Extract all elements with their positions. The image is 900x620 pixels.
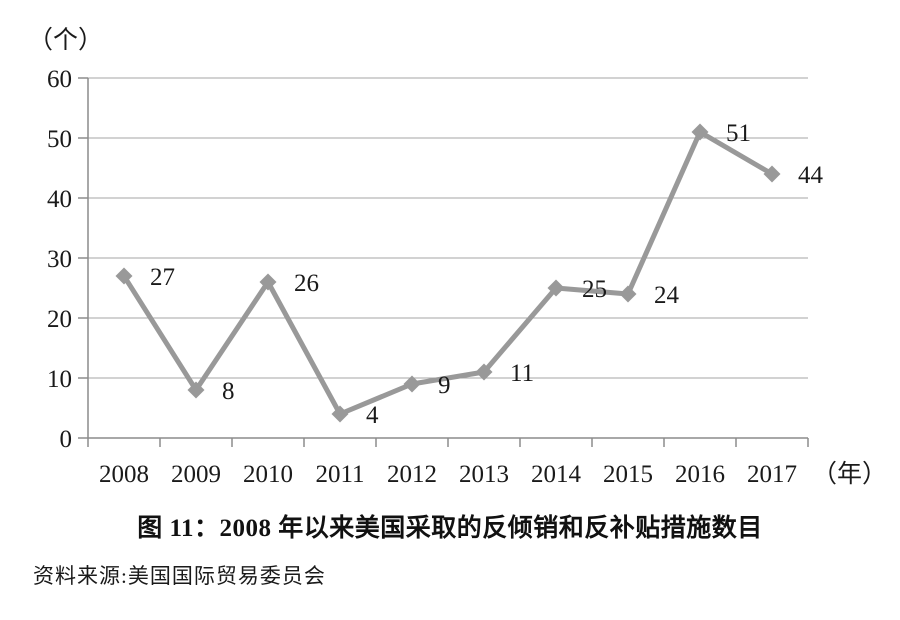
data-point-marker-2013 xyxy=(475,363,493,381)
y-tick-label-20: 20 xyxy=(47,306,72,333)
figure-source: 资料来源:美国国际贸易委员会 xyxy=(33,564,326,588)
data-point-marker-2014 xyxy=(547,279,565,297)
data-point-label-2010: 26 xyxy=(294,270,319,297)
x-tick-label-2008: 2008 xyxy=(99,461,149,488)
data-point-marker-2008 xyxy=(115,267,133,285)
y-tick-label-40: 40 xyxy=(47,186,72,213)
data-line xyxy=(121,129,775,417)
y-tick-label-50: 50 xyxy=(47,126,72,153)
data-point-marker-2009 xyxy=(187,381,205,399)
y-tick-label-10: 10 xyxy=(47,366,72,393)
data-point-marker-2010 xyxy=(259,273,277,291)
data-point-label-2015: 24 xyxy=(654,282,680,309)
y-tick-label-30: 30 xyxy=(47,246,72,273)
data-point-marker-2011 xyxy=(331,405,349,423)
data-point-marker-2016 xyxy=(691,123,709,141)
x-tick-label-2015: 2015 xyxy=(603,461,653,488)
figure-caption: 图 11：2008 年以来美国采取的反倾销和反补贴措施数目 xyxy=(137,515,763,542)
data-point-label-2016: 51 xyxy=(726,120,751,147)
x-tick-label-2016: 2016 xyxy=(675,461,725,488)
x-tick-label-2014: 2014 xyxy=(531,461,582,488)
data-point-label-2011: 4 xyxy=(366,402,379,429)
data-point-label-2014: 25 xyxy=(582,276,607,303)
x-tick-label-2013: 2013 xyxy=(459,461,509,488)
y-axis-unit-label: （个） xyxy=(28,26,103,54)
x-axis-unit-label: （年） xyxy=(812,460,887,488)
data-point-marker-2017 xyxy=(763,165,781,183)
x-tick-label-2010: 2010 xyxy=(243,461,293,488)
data-point-label-2013: 11 xyxy=(510,360,534,387)
x-tick-label-2011: 2011 xyxy=(315,461,364,488)
y-tick-label-60: 60 xyxy=(47,66,72,93)
data-point-marker-2012 xyxy=(403,375,421,393)
x-tick-label-2017: 2017 xyxy=(747,461,797,488)
data-point-label-2008: 27 xyxy=(150,264,175,291)
line-chart: 0 10 20 30 40 50 60 2008 2009 2010 2011 2012 2013 201… xyxy=(28,26,887,488)
data-point-label-2012: 9 xyxy=(438,372,451,399)
data-point-label-2009: 8 xyxy=(222,378,235,405)
y-tick-label-0: 0 xyxy=(60,426,73,453)
data-point-label-2017: 44 xyxy=(798,162,824,189)
x-tick-label-2012: 2012 xyxy=(387,461,437,488)
x-tick-label-2009: 2009 xyxy=(171,461,221,488)
data-point-marker-2015 xyxy=(619,285,637,303)
